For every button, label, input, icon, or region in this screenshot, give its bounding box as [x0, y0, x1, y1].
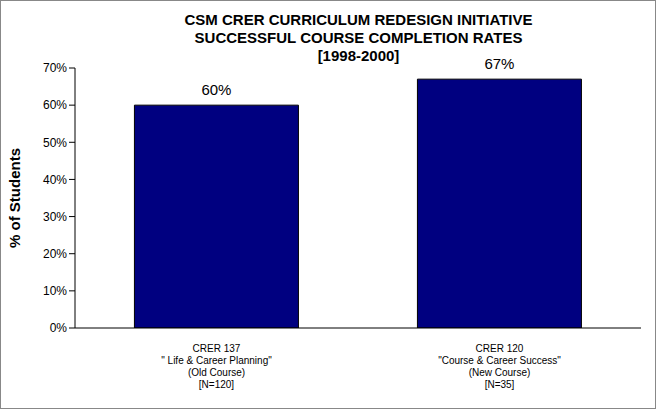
- svg-text:% of Students: % of Students: [8, 148, 23, 248]
- svg-text:CRER 120"Course & Career Succe: CRER 120"Course & Career Success"(New Co…: [438, 343, 561, 390]
- svg-text:60%: 60%: [201, 81, 231, 98]
- svg-text:70%: 70%: [43, 61, 67, 75]
- svg-text:60%: 60%: [43, 98, 67, 112]
- html-text:CSM CRER CURRICULUM REDESIGN I: CSM CRER CURRICULUM REDESIGN INITIATIVE: [184, 11, 533, 28]
- svg-text:0%: 0%: [50, 321, 68, 335]
- html-text:[1998-2000]: [1998-2000]: [317, 47, 400, 64]
- svg-text:50%: 50%: [43, 136, 67, 150]
- svg-text:40%: 40%: [43, 173, 67, 187]
- svg-text:30%: 30%: [43, 210, 67, 224]
- svg-text:10%: 10%: [43, 284, 67, 298]
- svg-text:CRER 137" Life & Career Planni: CRER 137" Life & Career Planning"(Old Co…: [161, 343, 272, 390]
- html-text:SUCCESSFUL COURSE COMPLETION R: SUCCESSFUL COURSE COMPLETION RATES: [194, 29, 523, 46]
- svg-text:20%: 20%: [43, 247, 67, 261]
- svg-text:67%: 67%: [484, 55, 514, 72]
